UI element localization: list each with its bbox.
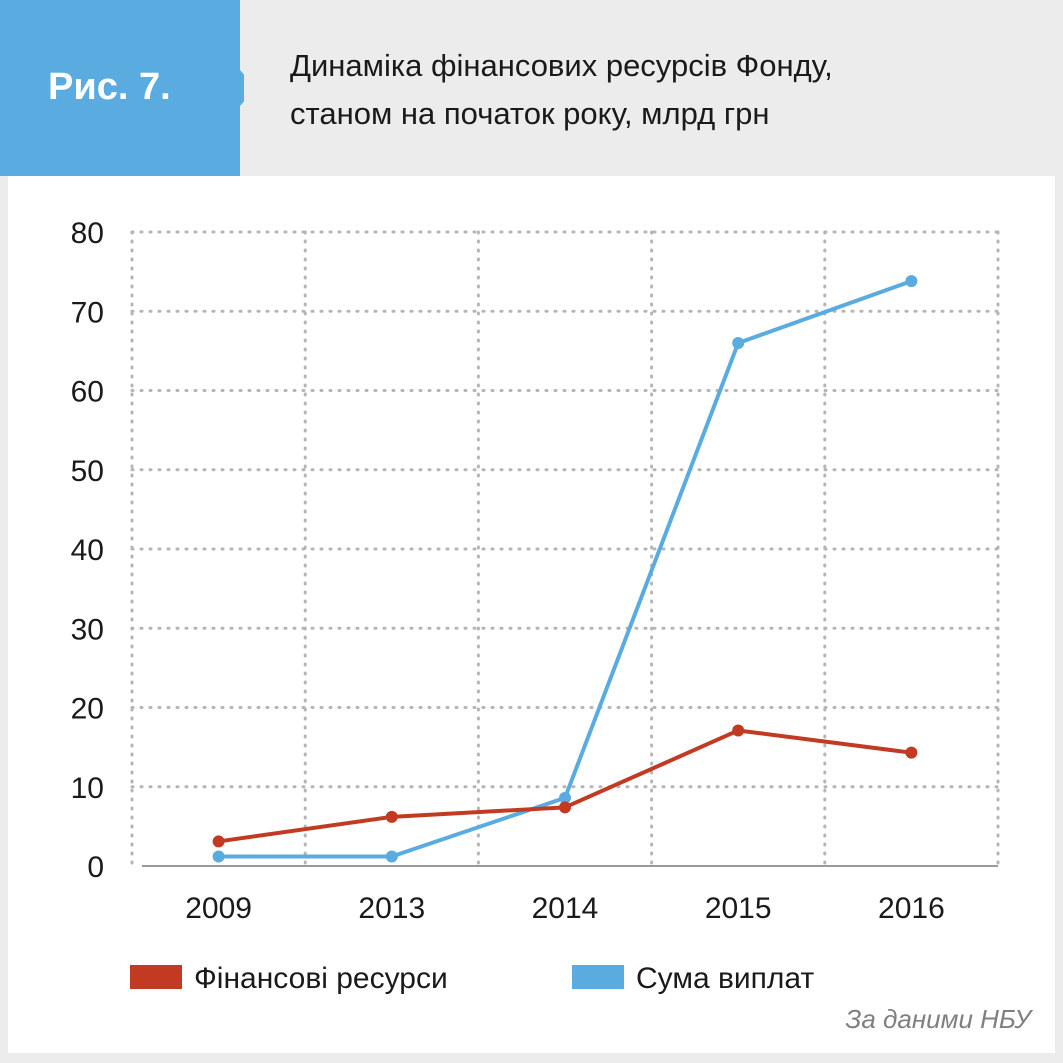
data-point-financial-resources — [905, 746, 918, 759]
y-tick-label: 50 — [71, 455, 104, 488]
y-tick-label: 10 — [71, 772, 104, 805]
data-point-payments — [385, 850, 398, 863]
data-point-financial-resources — [385, 810, 398, 823]
data-point-financial-resources — [559, 801, 571, 814]
header: Рис. 7. Динаміка фінансових ресурсів Фон… — [0, 0, 1063, 176]
legend-label: Сума виплат — [636, 962, 814, 995]
chart-title-line-2: станом на початок року, млрд грн — [290, 96, 770, 131]
data-point-financial-resources — [212, 835, 225, 848]
data-point-financial-resources — [732, 724, 745, 737]
source-note: За даними НБУ — [845, 1004, 1031, 1034]
data-point-payments — [732, 336, 745, 349]
data-point-payments — [559, 791, 571, 804]
chart-panel: 0 10 20 30 40 50 60 70 80 2009 2013 2014 2015 2016 Фін… — [8, 176, 1055, 1053]
y-tick-label: 70 — [71, 296, 104, 329]
figure-badge — [0, 0, 244, 176]
x-tick-label: 2016 — [878, 892, 945, 925]
y-tick-label: 80 — [71, 217, 104, 250]
figure-number: Рис. 7. — [48, 66, 171, 108]
x-tick-label: 2013 — [358, 892, 425, 925]
series-line-payments — [218, 279, 913, 859]
x-tick-label: 2015 — [705, 892, 772, 925]
x-tick-label: 2009 — [185, 892, 252, 925]
line-chart: 0 10 20 30 40 50 60 70 80 2009 2013 2014 2015 2016 Фін… — [71, 217, 1000, 995]
chart-title-line-1: Динаміка фінансових ресурсів Фонду, — [290, 48, 833, 83]
y-tick-label: 60 — [71, 376, 104, 409]
legend-swatch — [572, 965, 624, 989]
legend-swatch — [130, 965, 182, 989]
y-tick-label: 40 — [71, 534, 104, 567]
y-tick-label: 30 — [71, 613, 104, 646]
data-point-payments — [905, 275, 918, 288]
x-tick-label: 2014 — [532, 892, 599, 925]
y-tick-label: 0 — [87, 851, 104, 884]
data-point-payments — [212, 850, 225, 863]
legend-label: Фінансові ресурси — [194, 962, 448, 995]
y-tick-label: 20 — [71, 693, 104, 726]
